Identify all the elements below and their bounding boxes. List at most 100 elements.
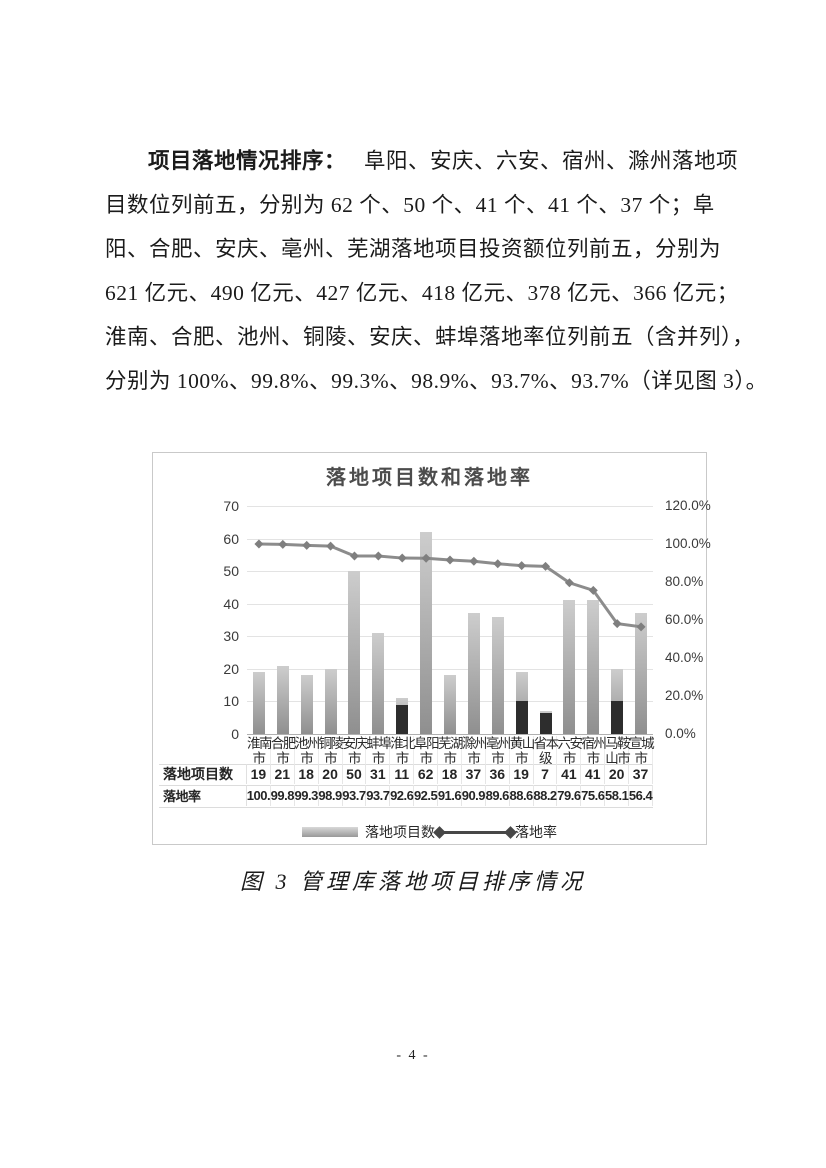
x-category-label-line: 铜陵 — [318, 736, 344, 751]
bar — [324, 668, 337, 734]
x-category-label: 宿州市 — [581, 736, 607, 766]
x-category-label: 淮南市 — [247, 736, 272, 766]
rate-axis-tick-label: 40.0% — [665, 650, 704, 665]
bar-dark-segment — [611, 701, 624, 734]
rate-line-svg — [254, 539, 646, 632]
table-cell: 18 — [438, 764, 462, 784]
x-category-label: 安庆市 — [342, 736, 368, 766]
rate-line-marker-icon — [397, 553, 407, 563]
body-paragraph: 项目落地情况排序： 阜阳、安庆、六安、宿州、滁州落地项 目数位列前五，分别为 62… — [105, 139, 768, 403]
paragraph-lead-bold: 项目落地情况排序： — [148, 149, 347, 173]
paragraph-line: 分别为 100%、99.8%、99.3%、98.9%、93.7%、93.7%（详… — [105, 369, 768, 393]
x-category-label-line: 阜阳 — [414, 736, 439, 751]
x-category-label-line: 安庆 — [342, 736, 368, 751]
rate-axis-tick-label: 100.0% — [665, 536, 711, 551]
x-category-label-line: 市 — [562, 751, 576, 766]
x-category-label-line: 马鞍 — [605, 736, 630, 751]
y-axis-tick-label: 20 — [223, 660, 239, 677]
rate-axis-tick-label: 0.0% — [665, 726, 696, 741]
x-category-label-line: 市 — [252, 751, 265, 766]
page-number: - 4 - — [396, 1048, 430, 1063]
line-series-swatch-icon — [442, 830, 508, 834]
y-axis-tick-label: 10 — [223, 693, 239, 710]
rate-axis-tick-label: 120.0% — [665, 498, 711, 513]
x-category-label-line: 宿州 — [581, 736, 606, 751]
chart-title: 落地项目数和落地率 — [326, 467, 533, 489]
x-category-label-line: 级 — [539, 751, 552, 766]
x-category-label: 阜阳市 — [414, 736, 440, 766]
x-category-label-line: 市 — [324, 751, 337, 766]
table-cell: 50 — [343, 764, 367, 784]
y-axis-tick-label: 30 — [223, 628, 239, 645]
table-cell: 11 — [390, 764, 415, 784]
x-category-label-line: 亳州 — [485, 736, 511, 751]
rate-line-marker-icon — [493, 559, 503, 569]
bar — [635, 613, 648, 734]
rate-line-marker-icon — [636, 622, 646, 632]
gridline — [247, 538, 653, 540]
x-category-label: 蚌埠市 — [366, 736, 392, 766]
rate-line-marker-icon — [278, 539, 288, 549]
x-category-label-line: 市 — [347, 751, 361, 766]
y-axis-tick-label: 40 — [223, 595, 239, 612]
x-category-label: 六安市 — [557, 736, 583, 766]
figure-chart: 落地项目数和落地率 0 10 20 30 40 50 60 70 120.0% 100.0% 80.… — [152, 452, 711, 845]
x-category-label: 淮北市 — [390, 736, 416, 766]
bar — [444, 675, 456, 734]
bar — [372, 633, 385, 734]
x-category-label-line: 市 — [300, 751, 313, 766]
table-cell: 88.6 — [509, 785, 534, 806]
x-category-label-line: 六安 — [557, 736, 582, 751]
table-cell: 21 — [271, 764, 295, 784]
plot-area: 0 10 20 30 40 50 60 70 120.0% 100.0% 80.0% 60.0% 40.… — [153, 453, 711, 844]
table-cell: 37 — [629, 764, 653, 784]
figure-caption: 图 3 管理库落地项目排序情况 — [239, 869, 586, 894]
table-row-header: 落地项目数 — [159, 764, 247, 784]
bar — [300, 675, 313, 734]
x-category-label-line: 市 — [276, 751, 289, 766]
table-cell: 41 — [557, 764, 582, 784]
paragraph-line-text: 阜阳、安庆、六安、宿州、滁州落地项 — [363, 149, 738, 173]
bar-series-label: 落地项目数 — [365, 824, 435, 840]
table-grid-line — [159, 764, 653, 765]
table-cell: 19 — [510, 764, 534, 784]
paragraph-line: 淮南、合肥、池州、铜陵、安庆、蚌埠落地率位列前五（含并列）， — [105, 325, 755, 349]
x-category-label-line: 淮南 — [247, 736, 272, 751]
x-category-label-line: 合肥 — [270, 736, 296, 751]
gridline — [247, 603, 653, 605]
table-cell: 98.9 — [318, 785, 343, 806]
table-cell: 99.8 — [271, 785, 295, 806]
bar — [420, 532, 433, 734]
rate-axis-tick-label: 80.0% — [665, 574, 704, 589]
x-category-label-line: 淮北 — [390, 736, 415, 751]
table-cell: 75.6 — [581, 785, 606, 806]
y-axis-tick-label: 50 — [223, 563, 239, 580]
bar — [252, 672, 265, 734]
table-cell: 92.6 — [390, 785, 415, 806]
x-category-label-line: 市 — [467, 751, 480, 766]
line-series-label: 落地率 — [515, 824, 557, 840]
paragraph-line: 621 亿元、490 亿元、427 亿元、418 亿元、378 亿元、366 亿… — [105, 281, 739, 305]
x-category-label-line: 市 — [395, 751, 409, 766]
x-category-label: 铜陵市 — [318, 736, 344, 766]
rate-line-marker-icon — [302, 540, 312, 550]
x-category-label: 马鞍 山市 — [605, 736, 631, 766]
x-category-label-line: 市 — [634, 751, 648, 766]
rate-line-marker-icon — [588, 585, 598, 595]
bar-dark-segment — [515, 701, 528, 734]
gridline — [247, 506, 653, 507]
y-axis-tick-label: 70 — [223, 498, 239, 514]
x-category-label: 黄山市 — [510, 736, 535, 766]
x-category-label-line: 芜湖 — [438, 736, 463, 751]
x-category-label: 芜湖市 — [438, 736, 464, 766]
paragraph-line: 目数位列前五，分别为 62 个、50 个、41 个、41 个、37 个；阜 — [105, 193, 715, 217]
rate-line-marker-icon — [517, 561, 527, 571]
table-cell: 36 — [486, 764, 510, 784]
bar — [563, 600, 576, 734]
table-cell: 91.6 — [438, 785, 462, 806]
x-category-label: 亳州市 — [485, 736, 511, 766]
x-category-label-line: 蚌埠 — [366, 736, 391, 751]
table-cell: 31 — [366, 764, 391, 784]
gridline — [247, 668, 653, 670]
